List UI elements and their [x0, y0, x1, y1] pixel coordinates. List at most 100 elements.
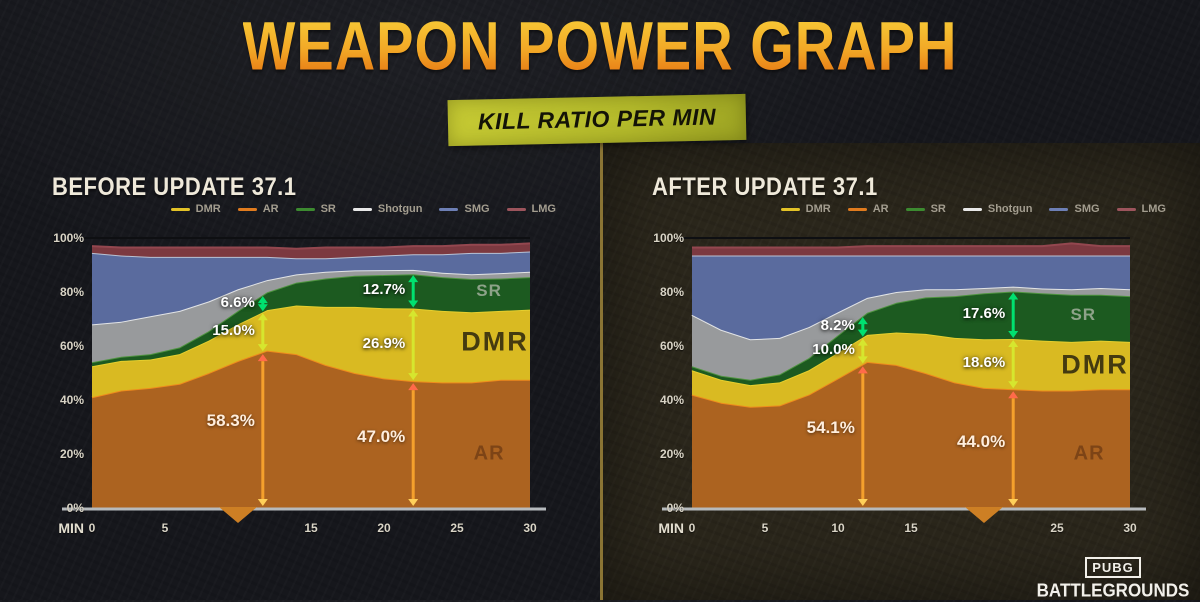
after-y-tick-0: 0% — [666, 501, 684, 515]
dmr-line-swatch — [170, 207, 190, 211]
before-y-tick-80: 80% — [59, 285, 84, 299]
after-sr-value-0: 8.2% — [820, 316, 855, 334]
legend-label: SR — [320, 203, 336, 215]
after-dmr-arrow-1-head-bottom — [1008, 381, 1019, 389]
after-dmr-arrow-1-head-top — [1008, 339, 1019, 347]
before-legend-item-shotgun: Shotgun — [352, 203, 423, 215]
before-ar-value-0: 58.3% — [206, 411, 255, 431]
legend-label: Shotgun — [987, 203, 1033, 215]
before-y-tick-0: 0% — [66, 501, 84, 515]
after-x-tick-25: 25 — [1050, 521, 1064, 535]
after-ar-arrow-0-head-bottom — [857, 499, 868, 506]
lmg-line-swatch — [1116, 207, 1136, 211]
smg-line-swatch — [439, 207, 459, 211]
legend-label: SMG — [1074, 203, 1100, 215]
after-legend-item-sr: SR — [905, 203, 946, 215]
before-x-tick-15: 15 — [304, 521, 318, 535]
before-x-axis-label: MIN — [58, 520, 84, 536]
header: WEAPON POWER GRAPH — [0, 6, 1200, 84]
legend-label: DMR — [195, 203, 221, 215]
before-y-tick-40: 40% — [59, 393, 84, 407]
after-ar-value-1: 44.0% — [957, 431, 1006, 451]
before-sr-arrow-0-head-bottom — [257, 304, 268, 312]
after-ar-arrow-0-head-top — [857, 366, 868, 374]
sr-line-swatch — [905, 207, 925, 211]
dmr-line-swatch — [780, 207, 800, 211]
after-legend-item-ar: AR — [847, 203, 889, 215]
before-sr-arrow-0-head-top — [257, 296, 268, 304]
before-dmr-value-0: 15.0% — [212, 322, 255, 340]
after-dmr-arrow-0-head-bottom — [857, 356, 868, 364]
after-band-ar — [692, 361, 1130, 508]
before-x-tick-5: 5 — [161, 521, 169, 535]
after-band-label-ar: AR — [1073, 442, 1105, 465]
after-x-tick-15: 15 — [904, 521, 918, 535]
before-y-tick-100: 100% — [53, 231, 84, 245]
before-sr-value-1: 12.7% — [362, 281, 406, 299]
legend-label: Shotgun — [377, 203, 423, 215]
before-band-ar — [92, 350, 530, 508]
before-legend: DMR AR SR Shotgun SMG LMG — [170, 203, 556, 215]
shotgun-line-swatch — [352, 207, 372, 211]
after-band-smg — [692, 255, 1130, 340]
after-x-tick-30: 30 — [1123, 521, 1137, 535]
after-sr-arrow-1-head-top — [1008, 292, 1019, 300]
ar-line-swatch — [237, 207, 257, 211]
legend-label: LMG — [1141, 203, 1166, 215]
after-band-label-dmr: DMR — [1061, 349, 1129, 380]
before-dmr-arrow-0-head-top — [257, 313, 268, 321]
after-sr-arrow-1-head-bottom — [1008, 330, 1019, 338]
after-legend: DMR AR SR Shotgun SMG LMG — [780, 203, 1166, 215]
after-phase-marker-triangle — [965, 507, 1003, 523]
pubg-logo-mark: PUBG — [1085, 557, 1141, 578]
before-dmr-arrow-1-head-bottom — [408, 373, 419, 381]
before-legend-item-ar: AR — [237, 203, 279, 215]
before-dmr-arrow-0-head-bottom — [257, 344, 268, 352]
before-y-tick-60: 60% — [59, 339, 84, 353]
legend-label: DMR — [805, 203, 831, 215]
before-sr-arrow-1-head-top — [408, 275, 419, 283]
after-y-tick-80: 80% — [659, 285, 684, 299]
ar-line-swatch — [847, 207, 867, 211]
shotgun-line-swatch — [962, 207, 982, 211]
smg-line-swatch — [1049, 207, 1069, 211]
legend-label: LMG — [531, 203, 556, 215]
after-sr-value-1: 17.6% — [962, 305, 1006, 323]
legend-label: SR — [930, 203, 946, 215]
after-legend-item-dmr: DMR — [780, 203, 831, 215]
after-line-lmg — [692, 242, 1130, 249]
after-band-sr — [692, 291, 1130, 386]
before-dmr-value-1: 26.9% — [362, 334, 406, 352]
after-y-tick-100: 100% — [653, 231, 684, 245]
page-title: WEAPON POWER GRAPH — [242, 7, 958, 85]
legend-label: AR — [262, 203, 279, 215]
before-x-tick-20: 20 — [377, 521, 391, 535]
before-legend-item-lmg: LMG — [506, 203, 556, 215]
after-band-shotgun — [692, 286, 1130, 380]
before-band-label-dmr: DMR — [461, 326, 529, 357]
before-phase-marker-triangle — [219, 507, 257, 523]
before-sr-value-0: 6.6% — [220, 293, 255, 311]
before-band-smg — [92, 251, 530, 325]
legend-label: AR — [872, 203, 889, 215]
before-ar-value-1: 47.0% — [357, 427, 406, 447]
before-y-tick-20: 20% — [59, 447, 84, 461]
after-legend-item-lmg: LMG — [1116, 203, 1166, 215]
after-sr-arrow-0-head-bottom — [857, 329, 868, 337]
before-panel-title: BEFORE UPDATE 37.1 — [52, 172, 297, 201]
after-legend-item-smg: SMG — [1049, 203, 1100, 215]
before-band-lmg — [92, 243, 530, 259]
after-ar-arrow-1-head-bottom — [1008, 499, 1019, 506]
after-x-axis-label: MIN — [658, 520, 684, 536]
before-line-lmg — [91, 242, 531, 250]
before-ar-arrow-1-head-top — [408, 383, 419, 391]
after-band-dmr — [692, 332, 1130, 407]
before-legend-item-sr: SR — [295, 203, 336, 215]
after-panel-title: AFTER UPDATE 37.1 — [652, 172, 878, 201]
before-x-tick-30: 30 — [523, 521, 537, 535]
before-ar-arrow-1-head-bottom — [408, 499, 419, 506]
after-ar-arrow-1-head-top — [1008, 391, 1019, 399]
after-dmr-value-0: 10.0% — [812, 341, 855, 358]
